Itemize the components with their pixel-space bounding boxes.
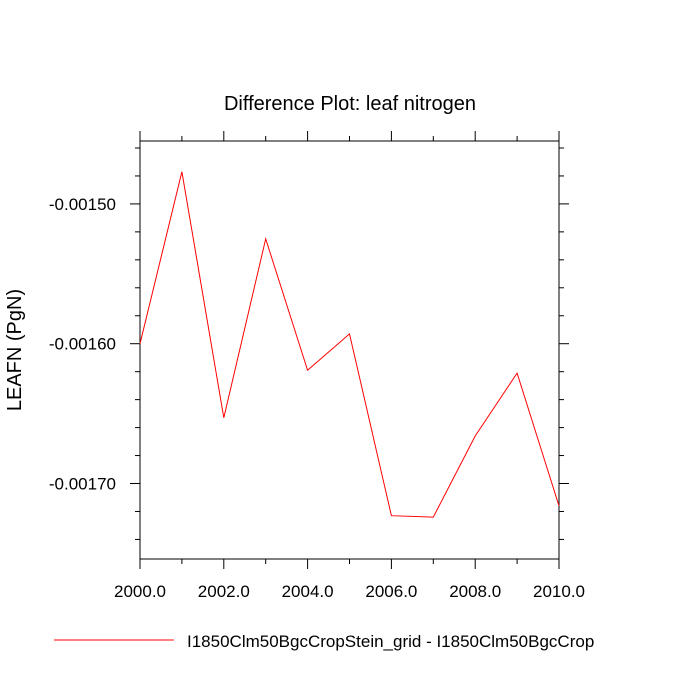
x-tick-label: 2010.0	[533, 582, 585, 601]
x-tick-label: 2004.0	[282, 582, 334, 601]
x-tick-label: 2002.0	[198, 582, 250, 601]
x-tick-label: 2000.0	[114, 582, 166, 601]
x-tick-label: 2006.0	[365, 582, 417, 601]
series-layer	[139, 171, 560, 518]
x-tick-label: 2008.0	[449, 582, 501, 601]
legend: I1850Clm50BgcCropStein_grid - I1850Clm50…	[54, 632, 594, 651]
plot-frame	[139, 140, 560, 560]
legend-label: I1850Clm50BgcCropStein_grid - I1850Clm50…	[187, 632, 594, 651]
y-axis-label: LEAFN (PgN)	[4, 289, 26, 411]
chart-title: Difference Plot: leaf nitrogen	[224, 93, 476, 115]
y-tick-label: -0.00160	[49, 335, 116, 354]
series-line	[139, 171, 560, 518]
y-tick-label: -0.00150	[49, 195, 116, 214]
y-tick-label: -0.00170	[49, 475, 116, 494]
axis-tick-labels: 2000.0 2002.0 2004.0 2006.0 2008.0 2010.0 -0.0…	[49, 195, 585, 601]
axis-ticks	[130, 131, 569, 569]
